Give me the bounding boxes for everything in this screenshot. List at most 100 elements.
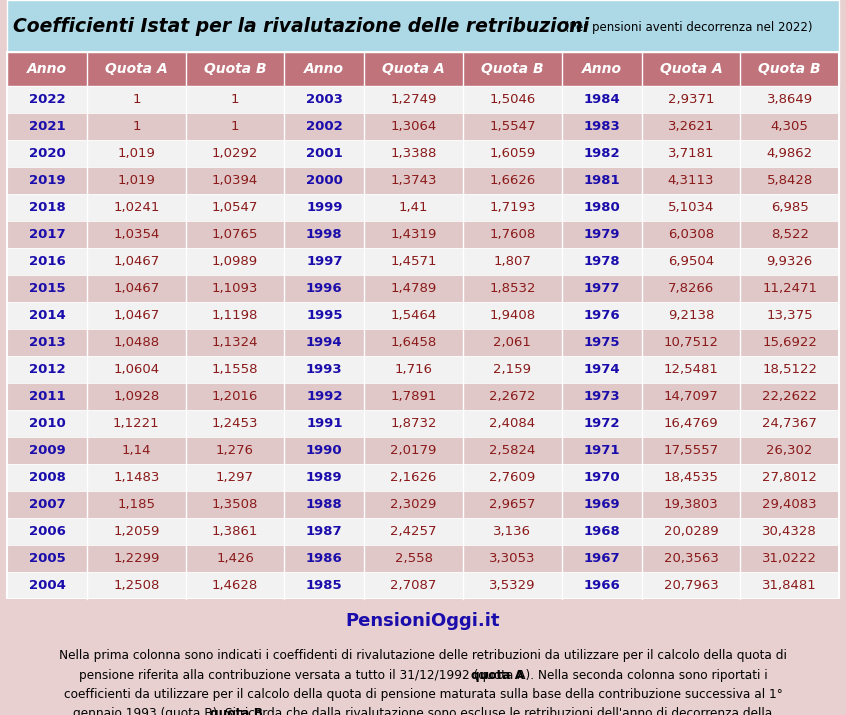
Text: 2003: 2003: [306, 93, 343, 106]
Text: 1997: 1997: [306, 255, 343, 268]
Text: 1971: 1971: [584, 444, 620, 457]
Text: 1: 1: [132, 93, 140, 106]
Text: 1,2059: 1,2059: [113, 525, 160, 538]
Text: 2022: 2022: [29, 93, 65, 106]
Text: 1983: 1983: [583, 120, 620, 133]
Text: 2,9371: 2,9371: [667, 93, 714, 106]
Bar: [7, 275, 839, 302]
Text: 1,1221: 1,1221: [113, 417, 160, 430]
Bar: [7, 52, 839, 86]
Text: 1,2749: 1,2749: [391, 93, 437, 106]
Text: 2,7609: 2,7609: [489, 471, 536, 484]
Text: 1978: 1978: [584, 255, 620, 268]
Text: 2,0179: 2,0179: [391, 444, 437, 457]
Text: 1,3743: 1,3743: [390, 174, 437, 187]
Text: 1,1093: 1,1093: [212, 282, 258, 295]
Bar: [7, 356, 839, 383]
Text: 2000: 2000: [306, 174, 343, 187]
Text: 6,985: 6,985: [771, 201, 809, 214]
Text: 18,4535: 18,4535: [663, 471, 718, 484]
Text: 3,5329: 3,5329: [489, 579, 536, 592]
Text: Quota A: Quota A: [105, 62, 168, 76]
Text: 1: 1: [231, 93, 239, 106]
Text: Quota A: Quota A: [660, 62, 722, 76]
Text: 1,6059: 1,6059: [489, 147, 536, 160]
Text: 1: 1: [231, 120, 239, 133]
Bar: [7, 329, 839, 356]
Text: 1,0354: 1,0354: [113, 228, 160, 241]
Text: 5,1034: 5,1034: [667, 201, 714, 214]
Text: 16,4769: 16,4769: [664, 417, 718, 430]
Text: 1: 1: [132, 120, 140, 133]
Text: Coefficienti Istat per la rivalutazione delle retribuzioni: Coefficienti Istat per la rivalutazione …: [13, 16, 589, 36]
Text: 1968: 1968: [583, 525, 620, 538]
Text: 1970: 1970: [584, 471, 620, 484]
Text: 2012: 2012: [29, 363, 65, 376]
Text: 1,1483: 1,1483: [113, 471, 160, 484]
Text: 1992: 1992: [306, 390, 343, 403]
Text: 4,9862: 4,9862: [766, 147, 813, 160]
Text: 1,2016: 1,2016: [212, 390, 258, 403]
Text: 1985: 1985: [306, 579, 343, 592]
Text: Quota B: Quota B: [481, 62, 544, 76]
Text: 2001: 2001: [306, 147, 343, 160]
Text: 1979: 1979: [584, 228, 620, 241]
Bar: [7, 464, 839, 491]
Text: 1,41: 1,41: [399, 201, 428, 214]
Text: 18,5122: 18,5122: [762, 363, 817, 376]
Text: 4,305: 4,305: [771, 120, 809, 133]
Text: 1967: 1967: [584, 552, 620, 565]
Text: 24,7367: 24,7367: [762, 417, 817, 430]
Text: 1,019: 1,019: [118, 147, 156, 160]
Text: 1,6626: 1,6626: [489, 174, 536, 187]
Text: 2,7087: 2,7087: [391, 579, 437, 592]
Text: 1,0604: 1,0604: [113, 363, 159, 376]
Bar: [7, 0, 839, 52]
Text: 1980: 1980: [583, 201, 620, 214]
Text: 14,7097: 14,7097: [663, 390, 718, 403]
Text: 1,426: 1,426: [216, 552, 254, 565]
Text: 2008: 2008: [29, 471, 65, 484]
Text: 1,297: 1,297: [216, 471, 254, 484]
Text: 1,3508: 1,3508: [212, 498, 258, 511]
Text: 4,3113: 4,3113: [667, 174, 714, 187]
Bar: [7, 167, 839, 194]
Text: 1,1558: 1,1558: [212, 363, 258, 376]
Text: 1,7891: 1,7891: [391, 390, 437, 403]
Text: 1984: 1984: [583, 93, 620, 106]
Text: 2017: 2017: [29, 228, 65, 241]
Text: 2010: 2010: [29, 417, 65, 430]
Text: 1998: 1998: [306, 228, 343, 241]
Text: 1,1324: 1,1324: [212, 336, 258, 349]
Text: 1969: 1969: [584, 498, 620, 511]
Text: 2,3029: 2,3029: [391, 498, 437, 511]
Text: 1,0928: 1,0928: [113, 390, 159, 403]
Text: Quota B: Quota B: [758, 62, 821, 76]
Text: 2015: 2015: [29, 282, 65, 295]
Text: 1,276: 1,276: [216, 444, 254, 457]
Text: 26,302: 26,302: [766, 444, 813, 457]
Text: 2,9657: 2,9657: [489, 498, 536, 511]
Bar: [7, 113, 839, 140]
Text: 27,8012: 27,8012: [762, 471, 817, 484]
Text: Anno: Anno: [27, 62, 67, 76]
Text: 3,8649: 3,8649: [766, 93, 813, 106]
Text: 2009: 2009: [29, 444, 65, 457]
Text: 30,4328: 30,4328: [762, 525, 817, 538]
Text: 1,0547: 1,0547: [212, 201, 258, 214]
Text: (Per pensioni aventi decorrenza nel 2022): (Per pensioni aventi decorrenza nel 2022…: [561, 21, 812, 34]
Text: 29,4083: 29,4083: [762, 498, 817, 511]
Text: 1,716: 1,716: [395, 363, 432, 376]
Text: 3,136: 3,136: [493, 525, 531, 538]
Text: 1,0467: 1,0467: [113, 309, 159, 322]
Text: 17,5557: 17,5557: [663, 444, 718, 457]
Text: 2019: 2019: [29, 174, 65, 187]
Text: 1,4319: 1,4319: [391, 228, 437, 241]
Text: 2,061: 2,061: [493, 336, 531, 349]
Text: Quota A: Quota A: [382, 62, 445, 76]
Bar: [7, 437, 839, 464]
Text: 1,8732: 1,8732: [390, 417, 437, 430]
Text: 1982: 1982: [584, 147, 620, 160]
Text: 2,4084: 2,4084: [489, 417, 536, 430]
Text: 1,3064: 1,3064: [391, 120, 437, 133]
